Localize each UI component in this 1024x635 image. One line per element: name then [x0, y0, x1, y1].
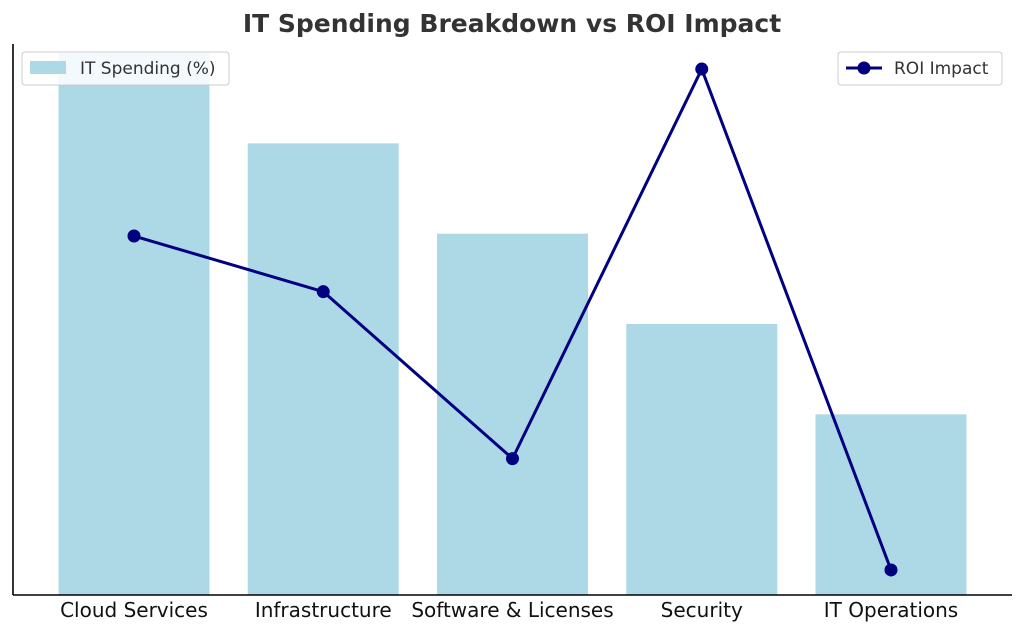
chart-title: IT Spending Breakdown vs ROI Impact	[243, 9, 781, 38]
legend-bars: IT Spending (%)	[21, 51, 230, 86]
x-tick-label-4: Security	[661, 598, 743, 622]
x-tick-label-2: Infrastructure	[255, 598, 392, 622]
bar-4	[626, 324, 778, 595]
legend-line: ROI Impact	[837, 51, 1003, 86]
bar-3	[437, 233, 588, 595]
roi-point-1	[127, 229, 141, 243]
bar-1	[58, 53, 210, 595]
legend-bars-frame	[21, 51, 230, 86]
roi-point-2	[316, 285, 330, 299]
x-tick-label-1: Cloud Services	[60, 598, 208, 622]
x-tick-label-5: IT Operations	[824, 598, 958, 622]
roi-point-4	[695, 62, 709, 76]
x-tick-label-3: Software & Licenses	[411, 598, 613, 622]
line-layer	[127, 62, 898, 577]
bar-2	[247, 143, 399, 596]
ticks-layer: Cloud Services Infrastructure Software & L…	[60, 598, 958, 622]
legend-bars-swatch	[30, 61, 66, 74]
roi-point-5	[884, 563, 898, 577]
legend-bars-label: IT Spending (%)	[80, 59, 216, 79]
bars-layer	[58, 53, 967, 596]
axes-layer	[12, 44, 1012, 596]
legend-line-label: ROI Impact	[894, 59, 989, 79]
legend-line-frame	[837, 51, 1003, 86]
legend-line-marker	[857, 61, 871, 75]
roi-point-3	[506, 452, 519, 466]
